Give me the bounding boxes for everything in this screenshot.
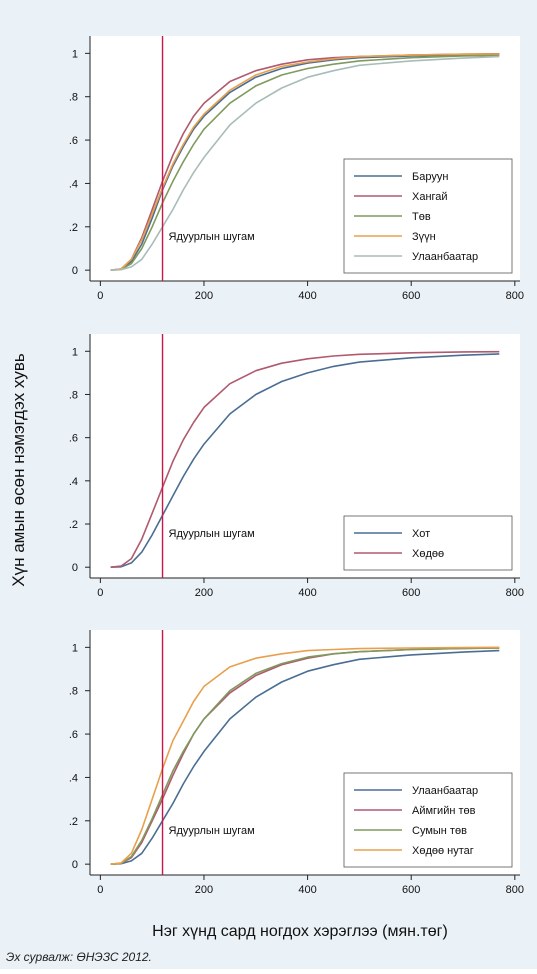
series-line-Хөдөө нутаг [110, 646, 500, 865]
x-tick-label: 800 [506, 884, 524, 896]
y-tick-label: .6 [69, 729, 78, 741]
legend-label: Зүүн [412, 231, 436, 243]
y-tick-label: 0 [72, 265, 78, 277]
x-tick-label: 200 [195, 587, 213, 599]
legend: Баруун Хангай Төв Зүүн Улаанбаатар [343, 158, 513, 274]
x-tick-label: 200 [195, 884, 213, 896]
series-line-Зүүн [110, 53, 500, 271]
y-tick-label: .6 [69, 433, 78, 445]
y-tick-label: .4 [69, 476, 78, 488]
poverty-line-label: Ядуурлын шугам [169, 528, 255, 540]
legend-label: Аймгийн төв [412, 805, 476, 817]
x-tick-label: 400 [298, 884, 316, 896]
legend-label: Хөдөө нутаг [412, 845, 474, 857]
x-tick-label: 200 [195, 290, 213, 302]
legend-label: Улаанбаатар [412, 785, 478, 797]
x-tick-label: 600 [402, 290, 420, 302]
figure-y-axis-label: Хүн амын өсөн нэмэгдэх хувь [9, 353, 28, 587]
x-tick-label: 800 [506, 587, 524, 599]
y-tick-label: .6 [69, 135, 78, 147]
legend-label: Хангай [412, 191, 448, 203]
y-tick-label: .4 [69, 772, 78, 784]
y-tick-label: .8 [69, 389, 78, 401]
legend-label: Төв [412, 211, 431, 223]
y-tick-label: .4 [69, 178, 78, 190]
x-tick-label: 400 [298, 290, 316, 302]
x-tick-label: 400 [298, 587, 316, 599]
chart-panel-2: 0 .2 .4 .6 .8 1 0 200 400 600 800 Ядуурлын шугам Хот… [69, 334, 524, 599]
y-tick-label: 1 [72, 642, 78, 654]
legend-label: Хот [412, 528, 430, 540]
x-tick-label: 0 [97, 587, 103, 599]
series-line-Улаанбаатар [110, 55, 500, 271]
figure-x-axis-label: Нэг хүнд сард ногдох хэрэглээ (мян.төг) [152, 923, 448, 940]
legend-label: Сумын төв [412, 825, 467, 837]
legend-label: Улаанбаатар [412, 251, 478, 263]
legend: Хот Хөдөө [343, 515, 513, 571]
source-note: Эх сурвалж: ӨНЭЗС 2012. [6, 950, 152, 964]
legend-label: Баруун [412, 171, 448, 183]
y-tick-label: .2 [69, 222, 78, 234]
series-line-Хот [110, 353, 500, 568]
legend-label: Хөдөө [412, 548, 444, 560]
x-tick-label: 600 [402, 587, 420, 599]
series-line-Улаанбаатар [110, 649, 500, 865]
series-line-Сумын төв [110, 647, 500, 865]
chart-panel-3: 0 .2 .4 .6 .8 1 0 200 400 600 800 Ядуурлын шугам Ула… [69, 630, 524, 896]
x-tick-label: 600 [402, 884, 420, 896]
y-tick-label: .8 [69, 686, 78, 698]
y-tick-label: .2 [69, 519, 78, 531]
y-tick-label: 0 [72, 859, 78, 871]
legend-box [343, 772, 513, 868]
x-tick-label: 0 [97, 290, 103, 302]
poverty-line-label: Ядуурлын шугам [169, 231, 255, 243]
y-tick-label: .2 [69, 816, 78, 828]
y-tick-label: 1 [72, 48, 78, 60]
y-tick-label: .8 [69, 92, 78, 104]
x-tick-label: 0 [97, 884, 103, 896]
legend: Улаанбаатар Аймгийн төв Сумын төв Хөдөө нут… [343, 772, 513, 868]
legend-box [343, 515, 513, 571]
x-tick-label: 800 [506, 290, 524, 302]
series-line-Хөдөө [110, 350, 500, 568]
y-tick-label: 1 [72, 346, 78, 358]
chart-panel-1: 0 .2 .4 .6 .8 1 0 200 400 600 800 Ядуурлын шугам Бар… [69, 36, 524, 302]
y-tick-label: 0 [72, 562, 78, 574]
poverty-line-label: Ядуурлын шугам [169, 825, 255, 837]
series-line-Баруун [110, 53, 500, 271]
series-line-Төв [110, 54, 500, 271]
